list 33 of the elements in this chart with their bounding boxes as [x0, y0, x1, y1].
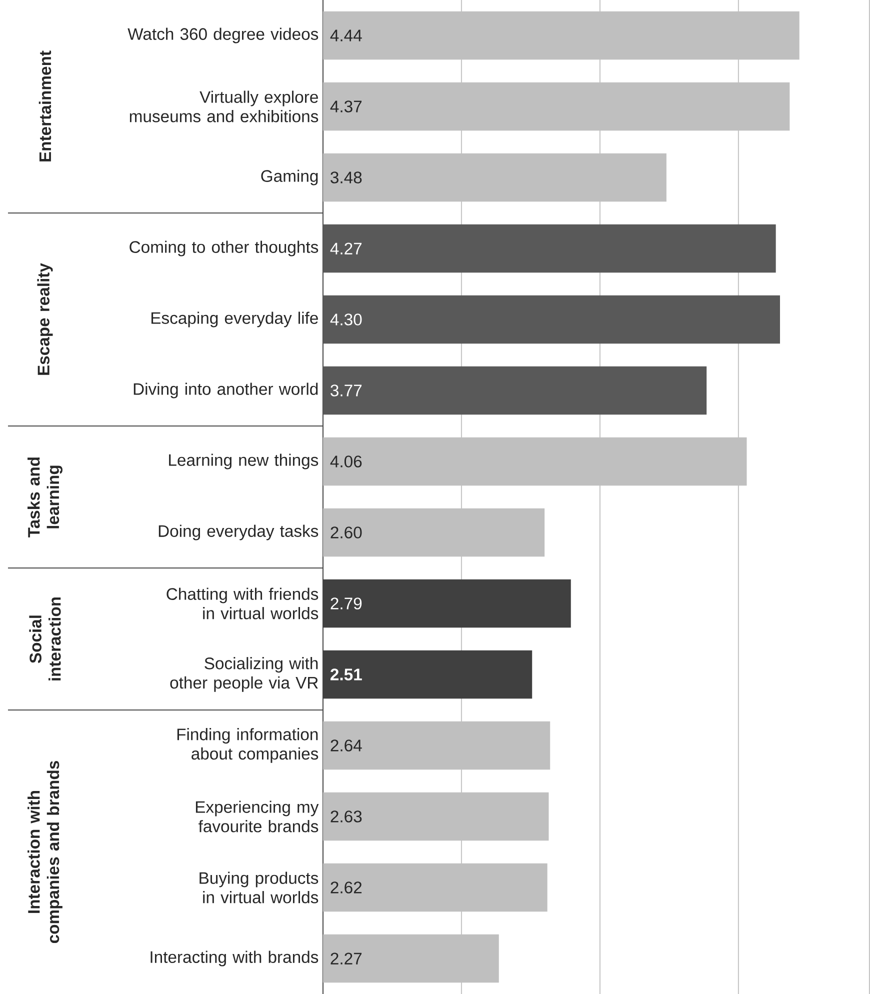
- data-label: 4.44: [330, 30, 362, 42]
- y-tick-label: Finding information about companies: [177, 728, 318, 763]
- data-label: 2.63: [330, 810, 362, 822]
- data-label: 4.30: [330, 314, 362, 326]
- y-tick-label: Virtually explore museums and exhibitions: [130, 90, 318, 122]
- y-tick-label: Gaming: [261, 170, 318, 186]
- y-tick-label: Diving into another world: [134, 382, 318, 398]
- y-tick-label: Watch 360 degree videos: [128, 28, 318, 44]
- data-label: 4.06: [330, 456, 362, 468]
- text: Tasks and learning: [28, 458, 62, 538]
- y-tick-label: Interacting with brands: [150, 950, 318, 966]
- data-label: 2.60: [330, 526, 362, 538]
- data-label: 2.62: [330, 882, 362, 894]
- y-tick-label: Coming to other thoughts: [130, 240, 318, 256]
- text: Social interaction: [29, 597, 61, 680]
- data-label: 3.48: [330, 172, 362, 184]
- y-tick-label: Learning new things: [169, 454, 318, 470]
- y-tick-label: Buying products in virtual worlds: [200, 872, 318, 904]
- data-label: 3.77: [330, 384, 362, 396]
- text: Escape reality: [37, 263, 53, 375]
- data-label: 2.27: [330, 952, 362, 964]
- text: Entertainment: [38, 50, 52, 162]
- data-label: 2.64: [330, 740, 362, 752]
- data-label: 2.51: [330, 668, 362, 680]
- data-label: 2.79: [330, 598, 362, 610]
- y-tick-label: Chatting with friends in virtual worlds: [166, 588, 318, 620]
- y-tick-label: Socializing with other people via VR: [170, 657, 318, 692]
- data-label: 4.37: [330, 100, 362, 112]
- data-label: 4.27: [330, 242, 362, 254]
- y-tick-label: Escaping everyday life: [151, 312, 318, 328]
- y-tick-label: Doing everyday tasks: [158, 524, 318, 540]
- text: Interaction with companies and brands: [28, 761, 62, 944]
- y-tick-label: Experiencing my favourite brands: [196, 800, 319, 832]
